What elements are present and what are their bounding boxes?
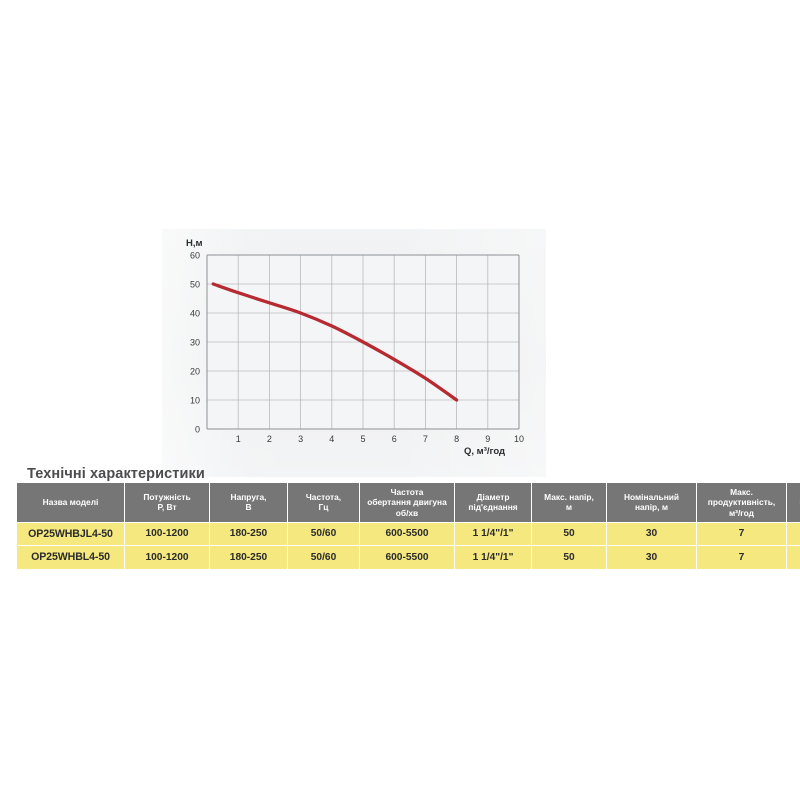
cell-frequency: 50/60 [288, 522, 360, 546]
cell-voltage: 180-250 [210, 545, 288, 569]
plot-frame [206, 254, 520, 430]
x-tick-9: 9 [485, 434, 490, 444]
cell-max-flow: 7 [697, 522, 787, 546]
cell-diameter: 1 1/4"/1" [455, 545, 532, 569]
x-tick-5: 5 [360, 434, 365, 444]
page-title: Технічні характеристики [27, 466, 205, 482]
col-header-nominal-head: Номінальний напір, м [607, 483, 697, 523]
x-tick-2: 2 [267, 434, 272, 444]
cell-frequency: 50/60 [288, 545, 360, 569]
col-header-rpm: Частота обертання двигуна об/хв [360, 483, 455, 523]
table-header-row: Назва моделі Потужність Р, Вт Напруга, В Ч… [17, 483, 800, 523]
y-axis-tick-labels: 60 50 40 30 20 10 0 [190, 251, 200, 435]
x-axis-tick-labels: 1 2 3 4 5 6 7 8 9 10 [236, 434, 524, 444]
cell-nominal-flow: 4 [787, 545, 800, 569]
y-tick-60: 60 [190, 251, 200, 261]
col-header-nominal-flow: Номінальнапродуктивністьм³/год [787, 483, 800, 523]
col-header-diameter: Діаметр під'єднання [455, 483, 532, 523]
cell-voltage: 180-250 [210, 522, 288, 546]
col-header-max-flow: Макс. продуктивність, м³/год [697, 483, 787, 523]
y-tick-50: 50 [190, 280, 200, 290]
cell-max-head: 50 [532, 522, 607, 546]
specifications-table: Назва моделі Потужність Р, Вт Напруга, В Ч… [17, 483, 800, 569]
cell-diameter: 1 1/4"/1" [455, 522, 532, 546]
cell-power: 100-1200 [125, 545, 210, 569]
y-tick-0: 0 [195, 425, 200, 435]
performance-chart: Н,м Q, м³/год 60 50 40 30 20 10 0 1 2 3 … [186, 238, 524, 457]
y-tick-20: 20 [190, 367, 200, 377]
performance-chart-card: Н,м Q, м³/год 60 50 40 30 20 10 0 1 2 3 … [162, 229, 546, 477]
cell-nominal-head: 30 [607, 545, 697, 569]
horizontal-gridlines [207, 283, 519, 401]
head-flow-curve [211, 282, 459, 402]
cell-max-head: 50 [532, 545, 607, 569]
x-tick-8: 8 [454, 434, 459, 444]
y-tick-40: 40 [190, 309, 200, 319]
table-body: OP25WHBJL4-50 100-1200 180-250 50/60 600… [17, 522, 800, 569]
x-axis-title: Q, м³/год [464, 446, 505, 457]
col-header-max-head: Макс. напір, м [532, 483, 607, 523]
x-tick-10: 10 [514, 434, 524, 444]
table-row: OP25WHBL4-50 100-1200 180-250 50/60 600-… [17, 545, 800, 569]
y-axis-title: Н,м [186, 238, 203, 249]
table-row: OP25WHBJL4-50 100-1200 180-250 50/60 600… [17, 522, 800, 546]
y-tick-30: 30 [190, 338, 200, 348]
x-tick-4: 4 [329, 434, 334, 444]
cell-nominal-head: 30 [607, 522, 697, 546]
y-tick-10: 10 [190, 396, 200, 406]
cell-nominal-flow: 4 [787, 522, 800, 546]
x-tick-6: 6 [392, 434, 397, 444]
cell-power: 100-1200 [125, 522, 210, 546]
x-tick-1: 1 [236, 434, 241, 444]
cell-model: OP25WHBJL4-50 [17, 522, 125, 546]
x-tick-7: 7 [423, 434, 428, 444]
cell-max-flow: 7 [697, 545, 787, 569]
col-header-voltage: Напруга, В [210, 483, 288, 523]
cell-rpm: 600-5500 [360, 545, 455, 569]
cell-rpm: 600-5500 [360, 522, 455, 546]
col-header-frequency: Частота, Гц [288, 483, 360, 523]
col-header-model: Назва моделі [17, 483, 125, 523]
col-header-power: Потужність Р, Вт [125, 483, 210, 523]
cell-model: OP25WHBL4-50 [17, 545, 125, 569]
x-tick-3: 3 [298, 434, 303, 444]
